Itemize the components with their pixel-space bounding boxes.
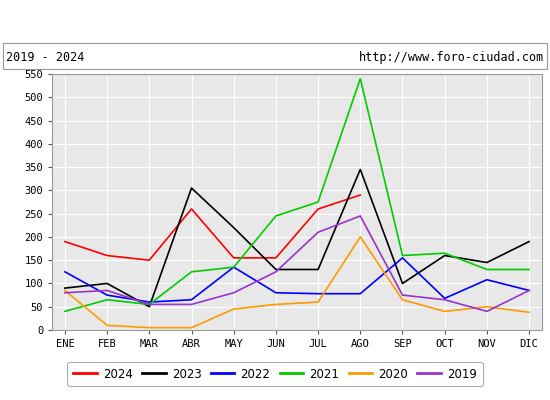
Text: http://www.foro-ciudad.com: http://www.foro-ciudad.com [359, 51, 544, 64]
Legend: 2024, 2023, 2022, 2021, 2020, 2019: 2024, 2023, 2022, 2021, 2020, 2019 [68, 362, 482, 386]
Text: Evolucion Nº Turistas Nacionales en el municipio de Belver de los Montes: Evolucion Nº Turistas Nacionales en el m… [21, 14, 529, 28]
Text: 2019 - 2024: 2019 - 2024 [6, 51, 84, 64]
